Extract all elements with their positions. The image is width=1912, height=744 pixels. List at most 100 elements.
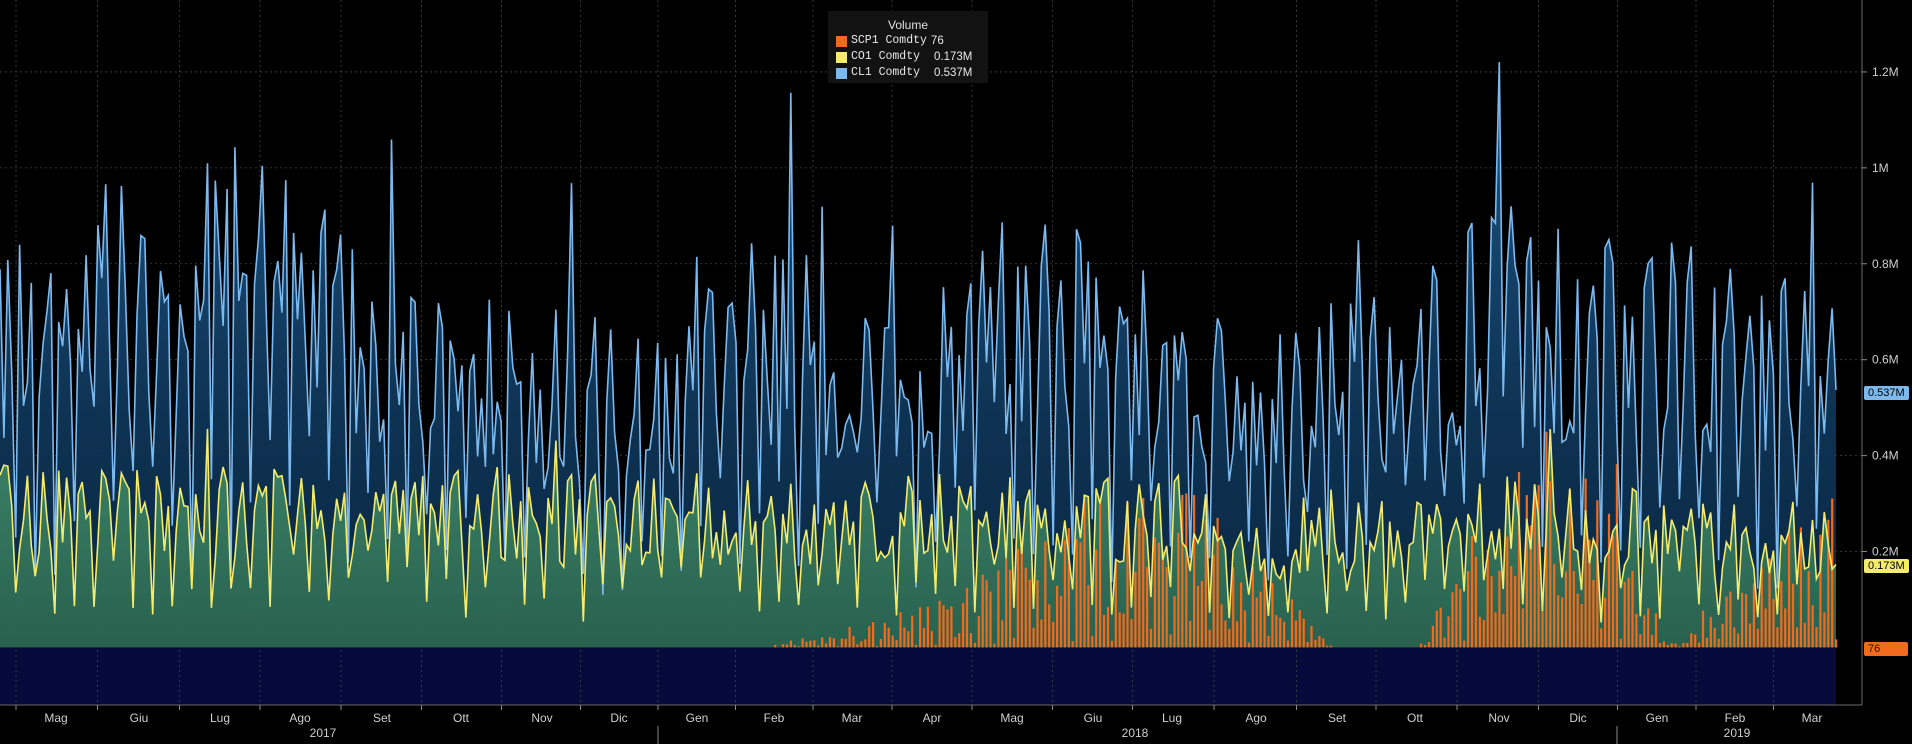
y-tick-label: 1M	[1872, 161, 1889, 175]
scp1-bar	[1541, 609, 1544, 648]
scp1-bar	[1717, 638, 1720, 648]
scp1-bar	[1208, 629, 1211, 648]
scp1-bar	[1564, 571, 1568, 648]
scp1-bar	[1044, 541, 1047, 648]
x-month-label: Dic	[1569, 711, 1586, 725]
x-month-label: Feb	[764, 711, 785, 725]
scp1-bar	[1263, 567, 1266, 648]
scp1-bar	[872, 622, 875, 648]
scp1-bar	[1811, 605, 1814, 648]
x-month-label: Mag	[1000, 711, 1023, 725]
scp1-bar	[926, 606, 929, 648]
scp1-bar	[875, 646, 879, 648]
scp1-bar	[1283, 621, 1286, 648]
scp1-bar	[1040, 619, 1043, 648]
legend-item-label: CL1 Comdty	[851, 66, 921, 79]
cl1-swatch	[836, 67, 847, 79]
x-month-label: Giu	[1084, 711, 1103, 725]
scp1-bar	[1494, 612, 1497, 648]
scp1-bar	[1232, 567, 1235, 648]
scp1-bar	[1525, 495, 1528, 648]
scp1-bar	[969, 633, 972, 648]
scp1-bar	[1815, 627, 1818, 648]
scp1-bar	[1831, 498, 1834, 648]
scp1-bar	[1760, 567, 1763, 648]
x-month-label: Ott	[1407, 711, 1424, 725]
scp1-bar	[922, 628, 926, 648]
scp1-bar	[1318, 636, 1321, 648]
legend-item-label: CO1 Comdty	[851, 50, 921, 63]
co1-area	[0, 428, 1836, 648]
scp1-bar	[1079, 542, 1082, 648]
legend-item-value: 0.173M	[934, 51, 973, 63]
scp1-bar	[1647, 608, 1650, 648]
scp1-bar	[785, 644, 789, 648]
scp1-bar	[1764, 608, 1767, 648]
scp1-bar	[942, 605, 945, 648]
scp1-bar	[1819, 534, 1822, 648]
scp1-last-value-tag: 76	[1864, 642, 1908, 656]
scp1-bar	[1294, 620, 1297, 648]
cl1-line	[0, 61, 1837, 595]
scp1-bar	[1478, 616, 1481, 648]
scp1-bar	[1756, 628, 1759, 648]
scp1-bar	[903, 627, 906, 648]
scp1-bar	[1463, 640, 1466, 648]
scp1-bar	[828, 637, 832, 648]
scp1-bar	[1271, 583, 1274, 648]
scp1-bar	[1459, 589, 1462, 648]
scp1-bar	[1216, 517, 1219, 648]
scp1-bar	[1549, 481, 1552, 648]
scp1-bar	[985, 580, 988, 648]
legend-title: Volume	[887, 18, 929, 32]
scp1-bar	[997, 570, 1000, 648]
scp1-bar	[1580, 604, 1583, 648]
scp1-bar	[1314, 639, 1317, 648]
scp1-bar	[954, 637, 957, 648]
co1-last-value-tag: 0.173M	[1864, 559, 1909, 573]
scp1-bar	[930, 631, 933, 648]
x-axis: Mag Giu Lug Ago Set Ott Nov Dic Gen Feb Mar Apr Mag G…	[15, 705, 1823, 744]
scp1-bar	[981, 574, 984, 648]
scp1-bar	[1784, 608, 1787, 648]
scp1-bar	[1330, 645, 1333, 648]
scp1-bar	[1795, 627, 1799, 648]
legend-item-label: SCP1 Comdty	[851, 34, 927, 47]
y-tick-label: 0.2M	[1872, 545, 1899, 559]
scp1-bar	[797, 646, 800, 648]
co1-line	[0, 428, 1837, 623]
legend-item-co1: CO1 Comdty 0.173M	[828, 49, 988, 65]
scp1-bar	[1435, 610, 1438, 648]
scp1-bar	[1286, 640, 1290, 648]
scp1-bar	[1212, 554, 1215, 648]
scp1-bar	[1099, 501, 1102, 648]
scp1-bar	[1012, 637, 1016, 648]
scp1-bar	[1701, 610, 1705, 648]
scp1-bar	[836, 646, 839, 648]
scp1-bar	[813, 640, 816, 648]
scp1-bar	[1486, 550, 1489, 648]
scp1-bar	[781, 644, 785, 648]
scp1-bar	[801, 638, 804, 648]
scp1-bar	[962, 603, 965, 648]
scp1-bar	[1185, 493, 1188, 648]
scp1-bars	[774, 431, 1838, 648]
scp1-bar	[793, 645, 796, 648]
y-tick-label: 1.2M	[1872, 65, 1899, 79]
x-year-label: 2018	[1122, 726, 1149, 740]
x-year-label: 2017	[310, 726, 337, 740]
scp1-bar	[1177, 532, 1180, 648]
scp1-bar	[1259, 591, 1262, 648]
scp1-bar	[848, 626, 851, 648]
scp1-bar	[1482, 620, 1485, 648]
scp1-bar	[1776, 627, 1779, 648]
legend-item-scp1: SCP1 Comdty 76	[828, 33, 988, 49]
scp1-bar	[1114, 561, 1117, 648]
x-month-label: Mar	[1802, 711, 1823, 725]
x-month-label: Ago	[289, 711, 311, 725]
x-month-label: Mag	[44, 711, 67, 725]
scp1-bar	[1635, 613, 1638, 648]
scp1-bar	[1451, 592, 1454, 648]
scp1-bar	[1298, 610, 1301, 648]
scp1-bar	[1596, 500, 1599, 648]
